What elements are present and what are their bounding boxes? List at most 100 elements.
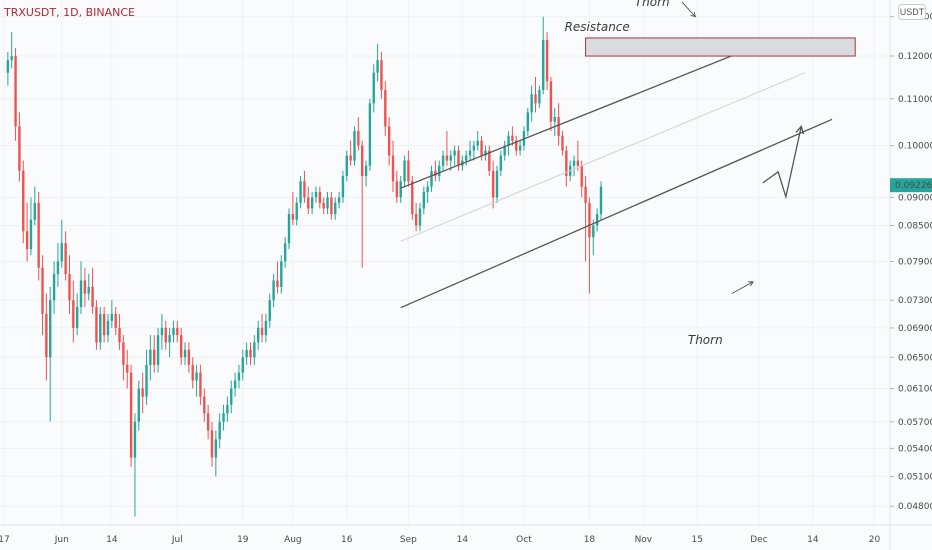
candle-body: [345, 155, 348, 177]
candle-body: [145, 364, 148, 397]
candle-body: [411, 181, 414, 215]
x-tick-label: Jul: [171, 535, 183, 545]
candle-body: [29, 219, 33, 250]
candle-body: [399, 181, 402, 198]
candle: [503, 140, 506, 161]
thorn-bottom-label: Thorn: [688, 333, 723, 347]
candle: [114, 307, 117, 336]
candle-body: [206, 413, 210, 431]
candle-body: [226, 404, 229, 414]
candle: [95, 300, 98, 350]
projection-arrowhead: [795, 125, 805, 135]
candle: [438, 160, 441, 182]
candle: [145, 349, 148, 405]
candle-body: [553, 116, 556, 122]
candle: [384, 81, 387, 136]
candle: [318, 186, 322, 209]
candle: [257, 320, 260, 350]
candle-body: [503, 145, 506, 156]
candle-body: [141, 388, 144, 397]
time-axis[interactable]: 17 Jun 14 Jul 19 Aug 16 Sep 14 Oct 18 Nov 15 Dec 14 20: [0, 535, 880, 545]
candle-body: [545, 39, 549, 82]
candle: [588, 197, 591, 294]
y-tick-label: 0.09000: [898, 193, 932, 203]
candle-body: [241, 357, 244, 373]
candle: [595, 208, 599, 232]
candle-body: [49, 300, 52, 358]
last-price-badge: [890, 178, 932, 193]
candle-body: [137, 388, 141, 422]
candle: [422, 186, 426, 215]
candle: [183, 342, 187, 365]
x-tick-label: Sep: [400, 535, 417, 545]
x-tick-label: 16: [341, 535, 353, 545]
candle-body: [387, 126, 391, 156]
candle: [122, 335, 125, 381]
y-tick-label: 0.05400: [898, 444, 932, 454]
x-tick-label: Oct: [516, 535, 532, 545]
y-tick-label: 0.06900: [898, 324, 932, 334]
candle-body: [407, 160, 410, 182]
candle-body: [102, 313, 106, 336]
candle: [22, 160, 25, 244]
candle: [576, 140, 580, 171]
candle: [299, 176, 302, 209]
candle: [276, 261, 279, 294]
candle: [334, 197, 337, 220]
candle: [160, 313, 164, 350]
currency-badge[interactable]: USDT: [898, 4, 926, 20]
y-tick-label: 0.07900: [898, 257, 932, 267]
candle-body: [592, 225, 595, 238]
candle-body: [210, 430, 214, 458]
price-axis[interactable]: 0.130000.120000.110000.100000.090000.085…: [890, 13, 932, 513]
candle-body: [499, 155, 503, 171]
candle: [25, 202, 29, 262]
candle-body: [126, 364, 129, 373]
candle: [291, 191, 295, 226]
candle-body: [18, 126, 21, 171]
candle: [449, 150, 452, 171]
candle: [172, 320, 175, 343]
candle-body: [449, 155, 452, 161]
candle-body: [576, 160, 580, 166]
candle-body: [164, 327, 167, 343]
candle-body: [233, 380, 237, 389]
candle: [303, 170, 306, 203]
candle: [434, 160, 437, 182]
candle: [249, 342, 252, 365]
candle-body: [364, 165, 368, 177]
candle-body: [438, 165, 441, 177]
candle-body: [599, 186, 603, 215]
candle-body: [218, 421, 221, 440]
candle: [283, 237, 287, 268]
candle-body: [91, 286, 94, 308]
candle: [353, 126, 356, 166]
candle: [272, 274, 275, 308]
candle: [6, 51, 10, 86]
candle-body: [260, 327, 264, 336]
candle: [530, 85, 533, 122]
x-tick-label: 17: [0, 535, 10, 545]
candle: [430, 165, 433, 192]
candle: [218, 413, 221, 449]
candle-body: [203, 396, 206, 414]
candle: [199, 364, 202, 405]
symbol-label[interactable]: TRXUSDT, 1D, BINANCE: [4, 6, 135, 19]
candle-body: [10, 56, 13, 61]
candle: [10, 32, 13, 69]
resistance-zone: [585, 37, 856, 57]
y-tick-label: 0.05700: [898, 418, 932, 428]
x-tick-label: 15: [692, 535, 703, 545]
candle: [206, 404, 210, 440]
candle: [341, 170, 345, 203]
candle: [345, 150, 348, 182]
candle-body: [14, 56, 17, 127]
candle: [414, 202, 418, 232]
candle-body: [472, 145, 476, 151]
candle-body: [349, 155, 352, 161]
x-tick-label: 14: [807, 535, 819, 545]
thorn-top-label: Thorn: [635, 0, 670, 9]
candle: [307, 186, 310, 215]
candle: [518, 140, 522, 156]
